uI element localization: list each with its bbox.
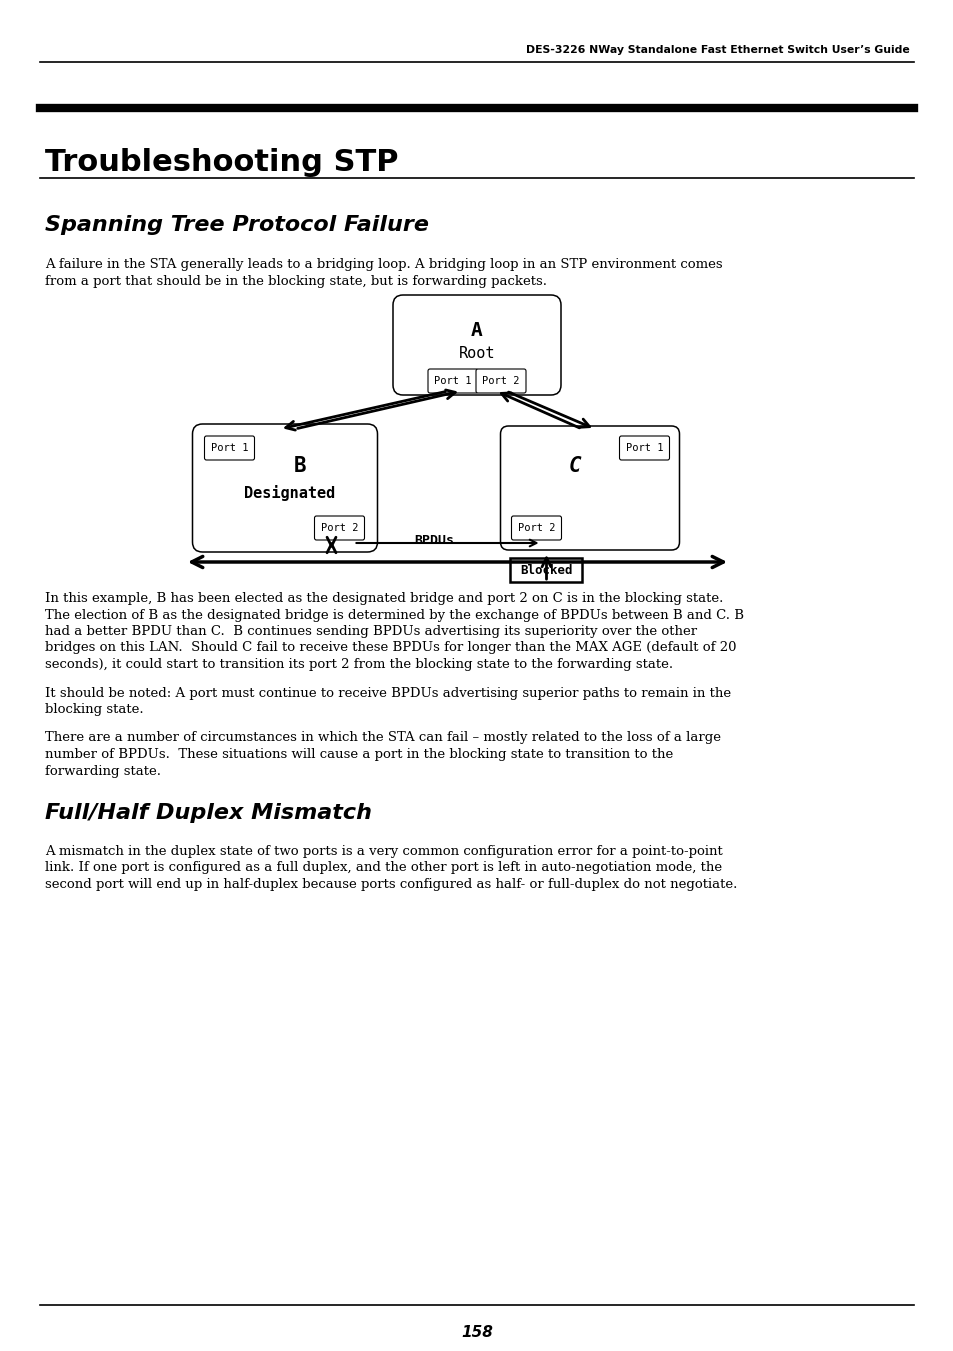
Text: Port 2: Port 2 bbox=[320, 523, 358, 534]
Text: from a port that should be in the blocking state, but is forwarding packets.: from a port that should be in the blocki… bbox=[45, 274, 546, 288]
FancyBboxPatch shape bbox=[618, 436, 669, 459]
Text: A: A bbox=[471, 322, 482, 340]
Text: Spanning Tree Protocol Failure: Spanning Tree Protocol Failure bbox=[45, 215, 429, 235]
Text: had a better BPDU than C.  B continues sending BPDUs advertising its superiority: had a better BPDU than C. B continues se… bbox=[45, 626, 697, 638]
Bar bbox=[510, 558, 582, 582]
Text: C: C bbox=[568, 457, 580, 476]
Text: forwarding state.: forwarding state. bbox=[45, 765, 161, 777]
Text: 158: 158 bbox=[460, 1325, 493, 1340]
FancyBboxPatch shape bbox=[500, 426, 679, 550]
Text: second port will end up in half-duplex because ports configured as half- or full: second port will end up in half-duplex b… bbox=[45, 878, 737, 892]
Text: link. If one port is configured as a full duplex, and the other port is left in : link. If one port is configured as a ful… bbox=[45, 862, 721, 874]
FancyBboxPatch shape bbox=[314, 516, 364, 540]
Text: DES-3226 NWay Standalone Fast Ethernet Switch User’s Guide: DES-3226 NWay Standalone Fast Ethernet S… bbox=[526, 45, 909, 55]
FancyBboxPatch shape bbox=[193, 424, 377, 553]
Text: A failure in the STA generally leads to a bridging loop. A bridging loop in an S: A failure in the STA generally leads to … bbox=[45, 258, 721, 272]
Text: In this example, B has been elected as the designated bridge and port 2 on C is : In this example, B has been elected as t… bbox=[45, 592, 722, 605]
Text: Designated: Designated bbox=[244, 485, 335, 501]
Text: blocking state.: blocking state. bbox=[45, 703, 144, 716]
Text: seconds), it could start to transition its port 2 from the blocking state to the: seconds), it could start to transition i… bbox=[45, 658, 673, 671]
FancyBboxPatch shape bbox=[204, 436, 254, 459]
Text: Port 1: Port 1 bbox=[625, 443, 662, 453]
FancyBboxPatch shape bbox=[428, 369, 477, 393]
Text: Root: Root bbox=[458, 346, 495, 361]
Text: Troubleshooting STP: Troubleshooting STP bbox=[45, 149, 398, 177]
Text: Port 2: Port 2 bbox=[517, 523, 555, 534]
Text: BPDUs: BPDUs bbox=[414, 534, 454, 547]
Text: number of BPDUs.  These situations will cause a port in the blocking state to tr: number of BPDUs. These situations will c… bbox=[45, 748, 673, 761]
FancyBboxPatch shape bbox=[511, 516, 561, 540]
Text: Port 2: Port 2 bbox=[482, 376, 519, 386]
Text: bridges on this LAN.  Should C fail to receive these BPDUs for longer than the M: bridges on this LAN. Should C fail to re… bbox=[45, 642, 736, 654]
FancyBboxPatch shape bbox=[393, 295, 560, 394]
Text: There are a number of circumstances in which the STA can fail – mostly related t: There are a number of circumstances in w… bbox=[45, 731, 720, 744]
Text: The election of B as the designated bridge is determined by the exchange of BPDU: The election of B as the designated brid… bbox=[45, 608, 743, 621]
Text: Blocked: Blocked bbox=[519, 563, 572, 577]
Text: B: B bbox=[294, 457, 306, 476]
Text: Port 1: Port 1 bbox=[211, 443, 248, 453]
FancyBboxPatch shape bbox=[476, 369, 525, 393]
Text: It should be noted: A port must continue to receive BPDUs advertising superior p: It should be noted: A port must continue… bbox=[45, 686, 730, 700]
Text: Port 1: Port 1 bbox=[434, 376, 471, 386]
Text: A mismatch in the duplex state of two ports is a very common configuration error: A mismatch in the duplex state of two po… bbox=[45, 844, 722, 858]
Text: Full/Half Duplex Mismatch: Full/Half Duplex Mismatch bbox=[45, 802, 372, 823]
